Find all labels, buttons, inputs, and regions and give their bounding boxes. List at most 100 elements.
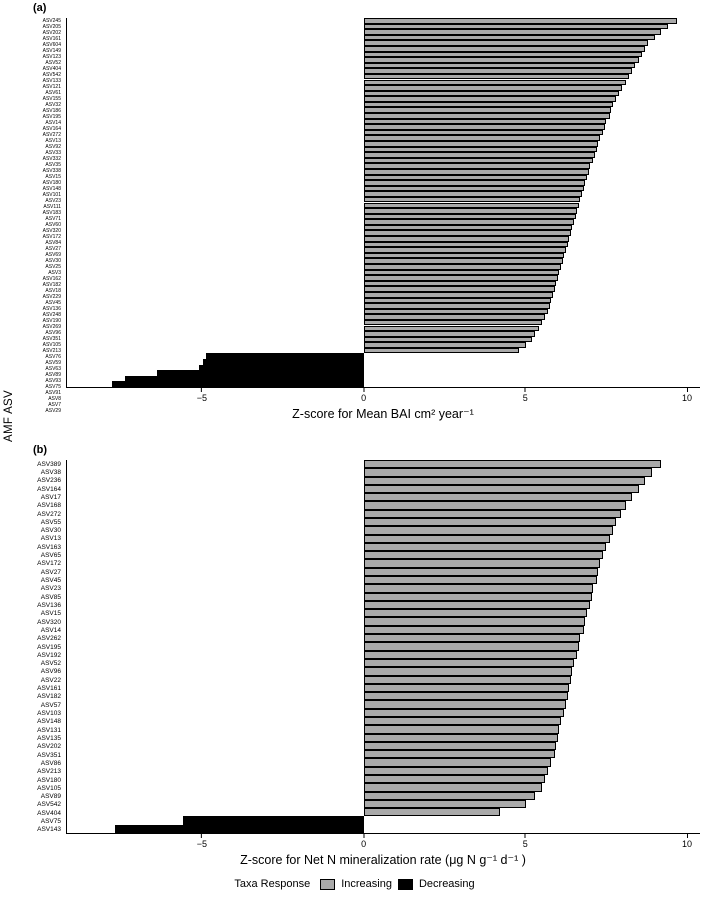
- bar-ASV96: [364, 308, 549, 315]
- row-label-ASV59: ASV59: [45, 360, 61, 366]
- x-tick-label: 0: [361, 393, 367, 403]
- bar-ASV245: [364, 18, 678, 24]
- bar-ASV91: [199, 364, 365, 371]
- bar-ASV272: [364, 509, 621, 518]
- bar-ASV89: [364, 791, 536, 800]
- bar-ASV7: [125, 375, 365, 382]
- row-label-ASV105: ASV105: [42, 342, 61, 348]
- bar-ASV195: [364, 642, 579, 651]
- bar-ASV236: [364, 476, 646, 485]
- bar-ASV30: [364, 241, 568, 248]
- row-label-ASV351: ASV351: [37, 751, 61, 759]
- bar-ASV229: [364, 275, 558, 281]
- bar-ASV136: [364, 600, 591, 610]
- row-label-ASV15: ASV15: [45, 174, 61, 180]
- row-label-ASV245: ASV245: [42, 18, 61, 24]
- row-label-ASV85: ASV85: [40, 593, 61, 601]
- bar-ASV136: [364, 286, 555, 292]
- x-tick-10: 10: [682, 388, 692, 403]
- bar-ASV180: [364, 774, 545, 784]
- row-label-ASV269: ASV269: [42, 324, 61, 330]
- row-label-ASV52: ASV52: [40, 660, 61, 668]
- row-label-ASV8: ASV8: [48, 396, 61, 402]
- bar-ASV182: [364, 264, 562, 270]
- bar-ASV542: [364, 799, 526, 809]
- bar-ASV143: [115, 824, 365, 833]
- legend-label-decreasing: Decreasing: [418, 878, 475, 890]
- bar-ASV320: [364, 617, 586, 626]
- row-label-ASV148: ASV148: [42, 186, 61, 192]
- bar-ASV168: [364, 501, 626, 510]
- bar-ASV61: [364, 85, 623, 91]
- x-tick-5: 5: [523, 388, 528, 403]
- row-label-ASV272: ASV272: [37, 510, 61, 518]
- row-label-ASV13: ASV13: [45, 138, 61, 144]
- bar-ASV121: [364, 79, 626, 86]
- panel-b-plot-area: [66, 460, 700, 834]
- bar-ASV33: [364, 141, 599, 147]
- bar-ASV22: [364, 675, 571, 684]
- row-label-ASV27: ASV27: [45, 246, 61, 252]
- row-label-ASV236: ASV236: [37, 477, 61, 485]
- x-tick-mark: [363, 388, 365, 392]
- panel-b: (b) ASV389 ASV38 ASV236 ASV164 ASV17 ASV168 AS…: [0, 444, 709, 876]
- row-label-ASV172: ASV172: [37, 560, 61, 568]
- bar-ASV65: [364, 551, 604, 560]
- row-label-ASV63: ASV63: [45, 366, 61, 372]
- row-label-ASV14: ASV14: [45, 120, 61, 126]
- row-label-ASV172: ASV172: [42, 234, 61, 240]
- row-label-ASV195: ASV195: [37, 643, 61, 651]
- panel-b-y-axis-labels: ASV389 ASV38 ASV236 ASV164 ASV17 ASV168 ASV272…: [0, 460, 64, 834]
- row-label-ASV202: ASV202: [42, 30, 61, 36]
- bar-ASV351: [364, 750, 555, 759]
- row-label-ASV163: ASV163: [37, 543, 61, 551]
- row-label-ASV96: ASV96: [40, 668, 61, 676]
- bar-ASV92: [364, 135, 600, 141]
- bar-ASV272: [364, 124, 605, 130]
- row-label-ASV61: ASV61: [45, 90, 61, 96]
- panel-b-bars: [67, 460, 700, 833]
- x-tick-mark: [201, 834, 203, 838]
- row-label-ASV183: ASV183: [42, 210, 61, 216]
- row-label-ASV161: ASV161: [37, 685, 61, 693]
- legend: Taxa Response Increasing Decreasing: [0, 878, 709, 890]
- row-label-ASV320: ASV320: [42, 228, 61, 234]
- bar-ASV213: [364, 325, 539, 332]
- legend-swatch-increasing: [320, 878, 336, 890]
- row-label-ASV542: ASV542: [37, 801, 61, 809]
- bar-ASV148: [364, 716, 562, 726]
- bar-ASV14: [364, 625, 584, 635]
- bar-ASV23: [364, 584, 594, 593]
- panel-b-x-axis: −5 0 5 10: [66, 834, 700, 852]
- bar-ASV133: [364, 73, 629, 80]
- bar-ASV75: [202, 359, 365, 365]
- x-tick-label: 10: [682, 393, 693, 403]
- bar-ASV85: [364, 592, 592, 601]
- row-label-ASV14: ASV14: [40, 626, 61, 634]
- bar-ASV164: [364, 484, 639, 494]
- bar-ASV190: [364, 297, 552, 304]
- row-label-ASV105: ASV105: [37, 784, 61, 792]
- bar-ASV13: [364, 534, 610, 543]
- row-label-ASV389: ASV389: [37, 460, 61, 468]
- x-tick-label: 5: [522, 393, 528, 403]
- bar-ASV55: [364, 518, 617, 527]
- bar-ASV27: [364, 230, 571, 237]
- legend-title: Taxa Response: [234, 878, 311, 890]
- bar-ASV18: [364, 269, 560, 276]
- row-label-ASV33: ASV33: [45, 150, 61, 156]
- bar-ASV76: [364, 331, 536, 337]
- row-label-ASV75: ASV75: [40, 818, 61, 826]
- x-tick-mark: [524, 834, 526, 838]
- bar-ASV35: [364, 152, 596, 158]
- bar-ASV135: [364, 733, 558, 742]
- bar-ASV75: [183, 816, 365, 825]
- row-label-ASV71: ASV71: [45, 216, 61, 222]
- panel-a-x-axis-title: Z-score for Mean BAI cm² year⁻¹: [292, 407, 474, 421]
- row-label-ASV404: ASV404: [42, 66, 61, 72]
- row-label-ASV332: ASV332: [42, 156, 61, 162]
- row-label-ASV45: ASV45: [45, 300, 61, 306]
- row-label-ASV195: ASV195: [42, 114, 61, 120]
- row-label-ASV143: ASV143: [37, 826, 61, 834]
- bar-ASV27: [364, 567, 599, 577]
